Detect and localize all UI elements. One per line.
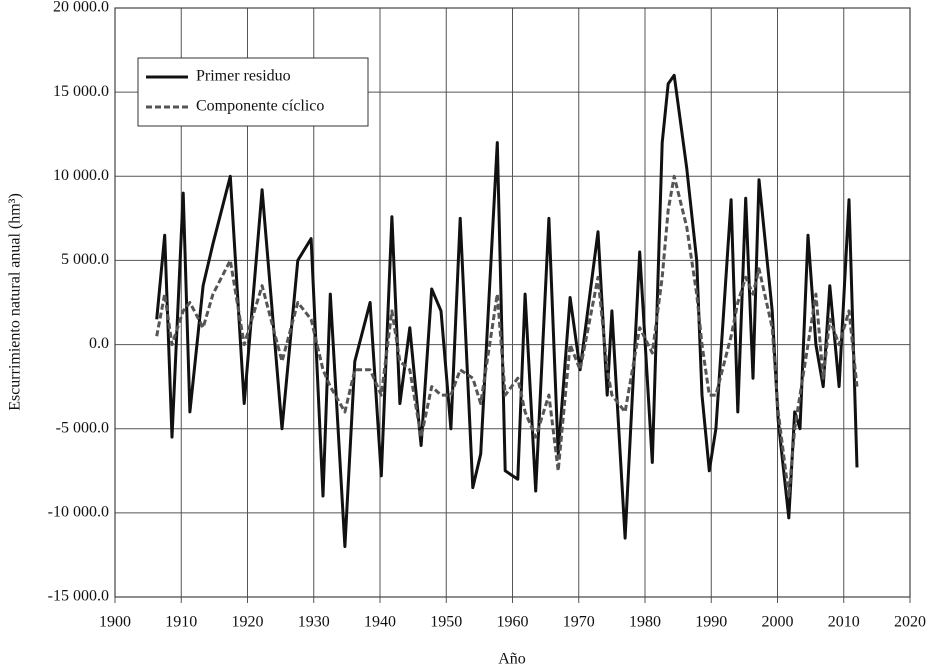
y-tick-label: -15 000.0	[48, 588, 109, 605]
x-tick-label: 1930	[298, 614, 330, 631]
x-tick-label: 1980	[629, 614, 661, 631]
legend-label: Componente cíclico	[196, 98, 324, 115]
y-tick-label: 20 000.0	[53, 0, 109, 16]
x-tick-label: 1970	[563, 614, 595, 631]
x-tick-label: 2010	[828, 614, 860, 631]
y-tick-label: -10 000.0	[48, 504, 109, 521]
x-tick-label: 1920	[232, 614, 264, 631]
y-tick-label: -5 000.0	[56, 419, 109, 436]
x-axis-label: Año	[498, 651, 526, 668]
x-tick-label: 1950	[430, 614, 462, 631]
legend-label: Primer residuo	[196, 68, 291, 85]
x-tick-label: 1960	[497, 614, 529, 631]
series-line	[155, 174, 859, 498]
y-tick-label: 5 000.0	[61, 251, 109, 268]
series-line	[155, 73, 859, 548]
legend-box	[137, 57, 369, 127]
x-tick-label: 1900	[99, 614, 131, 631]
x-tick-label: 2000	[762, 614, 794, 631]
y-tick-label: 15 000.0	[53, 83, 109, 100]
y-tick-label: 0.0	[89, 335, 109, 352]
plot-frame	[114, 7, 911, 598]
x-tick-label: 1990	[695, 614, 727, 631]
x-tick-label: 1940	[364, 614, 396, 631]
x-tick-label: 1910	[165, 614, 197, 631]
y-axis-label: Escurrimiento natural anual (hm³)	[7, 193, 24, 411]
y-tick-label: 10 000.0	[53, 167, 109, 184]
x-tick-label: 2020	[894, 614, 926, 631]
